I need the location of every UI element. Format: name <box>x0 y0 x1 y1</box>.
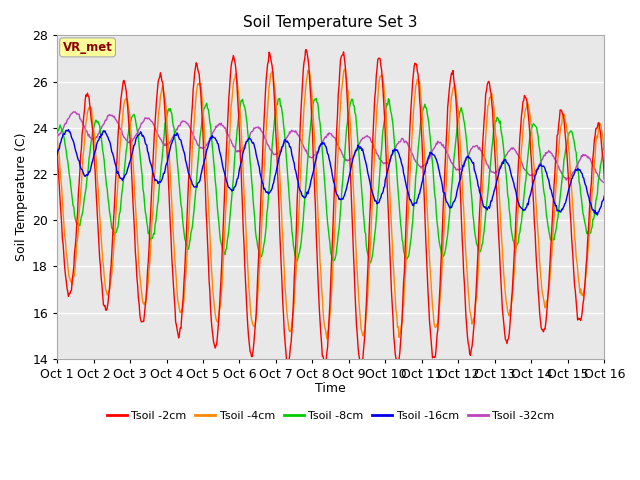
Text: VR_met: VR_met <box>63 41 113 54</box>
Legend: Tsoil -2cm, Tsoil -4cm, Tsoil -8cm, Tsoil -16cm, Tsoil -32cm: Tsoil -2cm, Tsoil -4cm, Tsoil -8cm, Tsoi… <box>102 407 559 425</box>
Y-axis label: Soil Temperature (C): Soil Temperature (C) <box>15 133 28 262</box>
X-axis label: Time: Time <box>316 383 346 396</box>
Title: Soil Temperature Set 3: Soil Temperature Set 3 <box>243 15 418 30</box>
